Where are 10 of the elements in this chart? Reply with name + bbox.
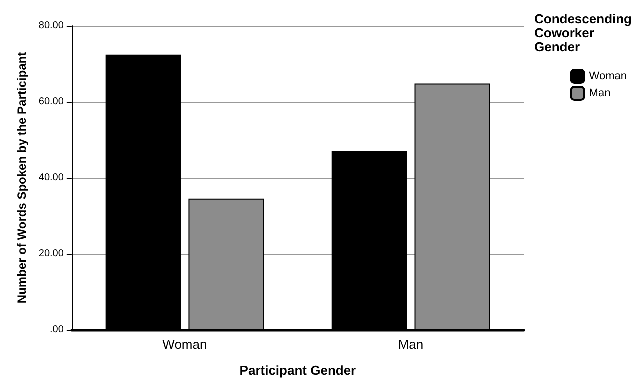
y-tick-label: 40.00 xyxy=(38,172,64,184)
x-axis-title: Participant Gender xyxy=(240,363,356,378)
y-tick-label: .00 xyxy=(50,324,64,336)
legend-title: Condescending Coworker Gender xyxy=(534,12,632,54)
y-axis-title: Number of Words Spoken by the Participant xyxy=(15,52,29,304)
y-tick-label: 80.00 xyxy=(38,20,64,32)
y-tick-label: 20.00 xyxy=(38,248,64,260)
y-tick-label: 60.00 xyxy=(38,96,64,108)
legend-label: Man xyxy=(589,88,611,100)
legend-label: Woman xyxy=(589,70,628,82)
